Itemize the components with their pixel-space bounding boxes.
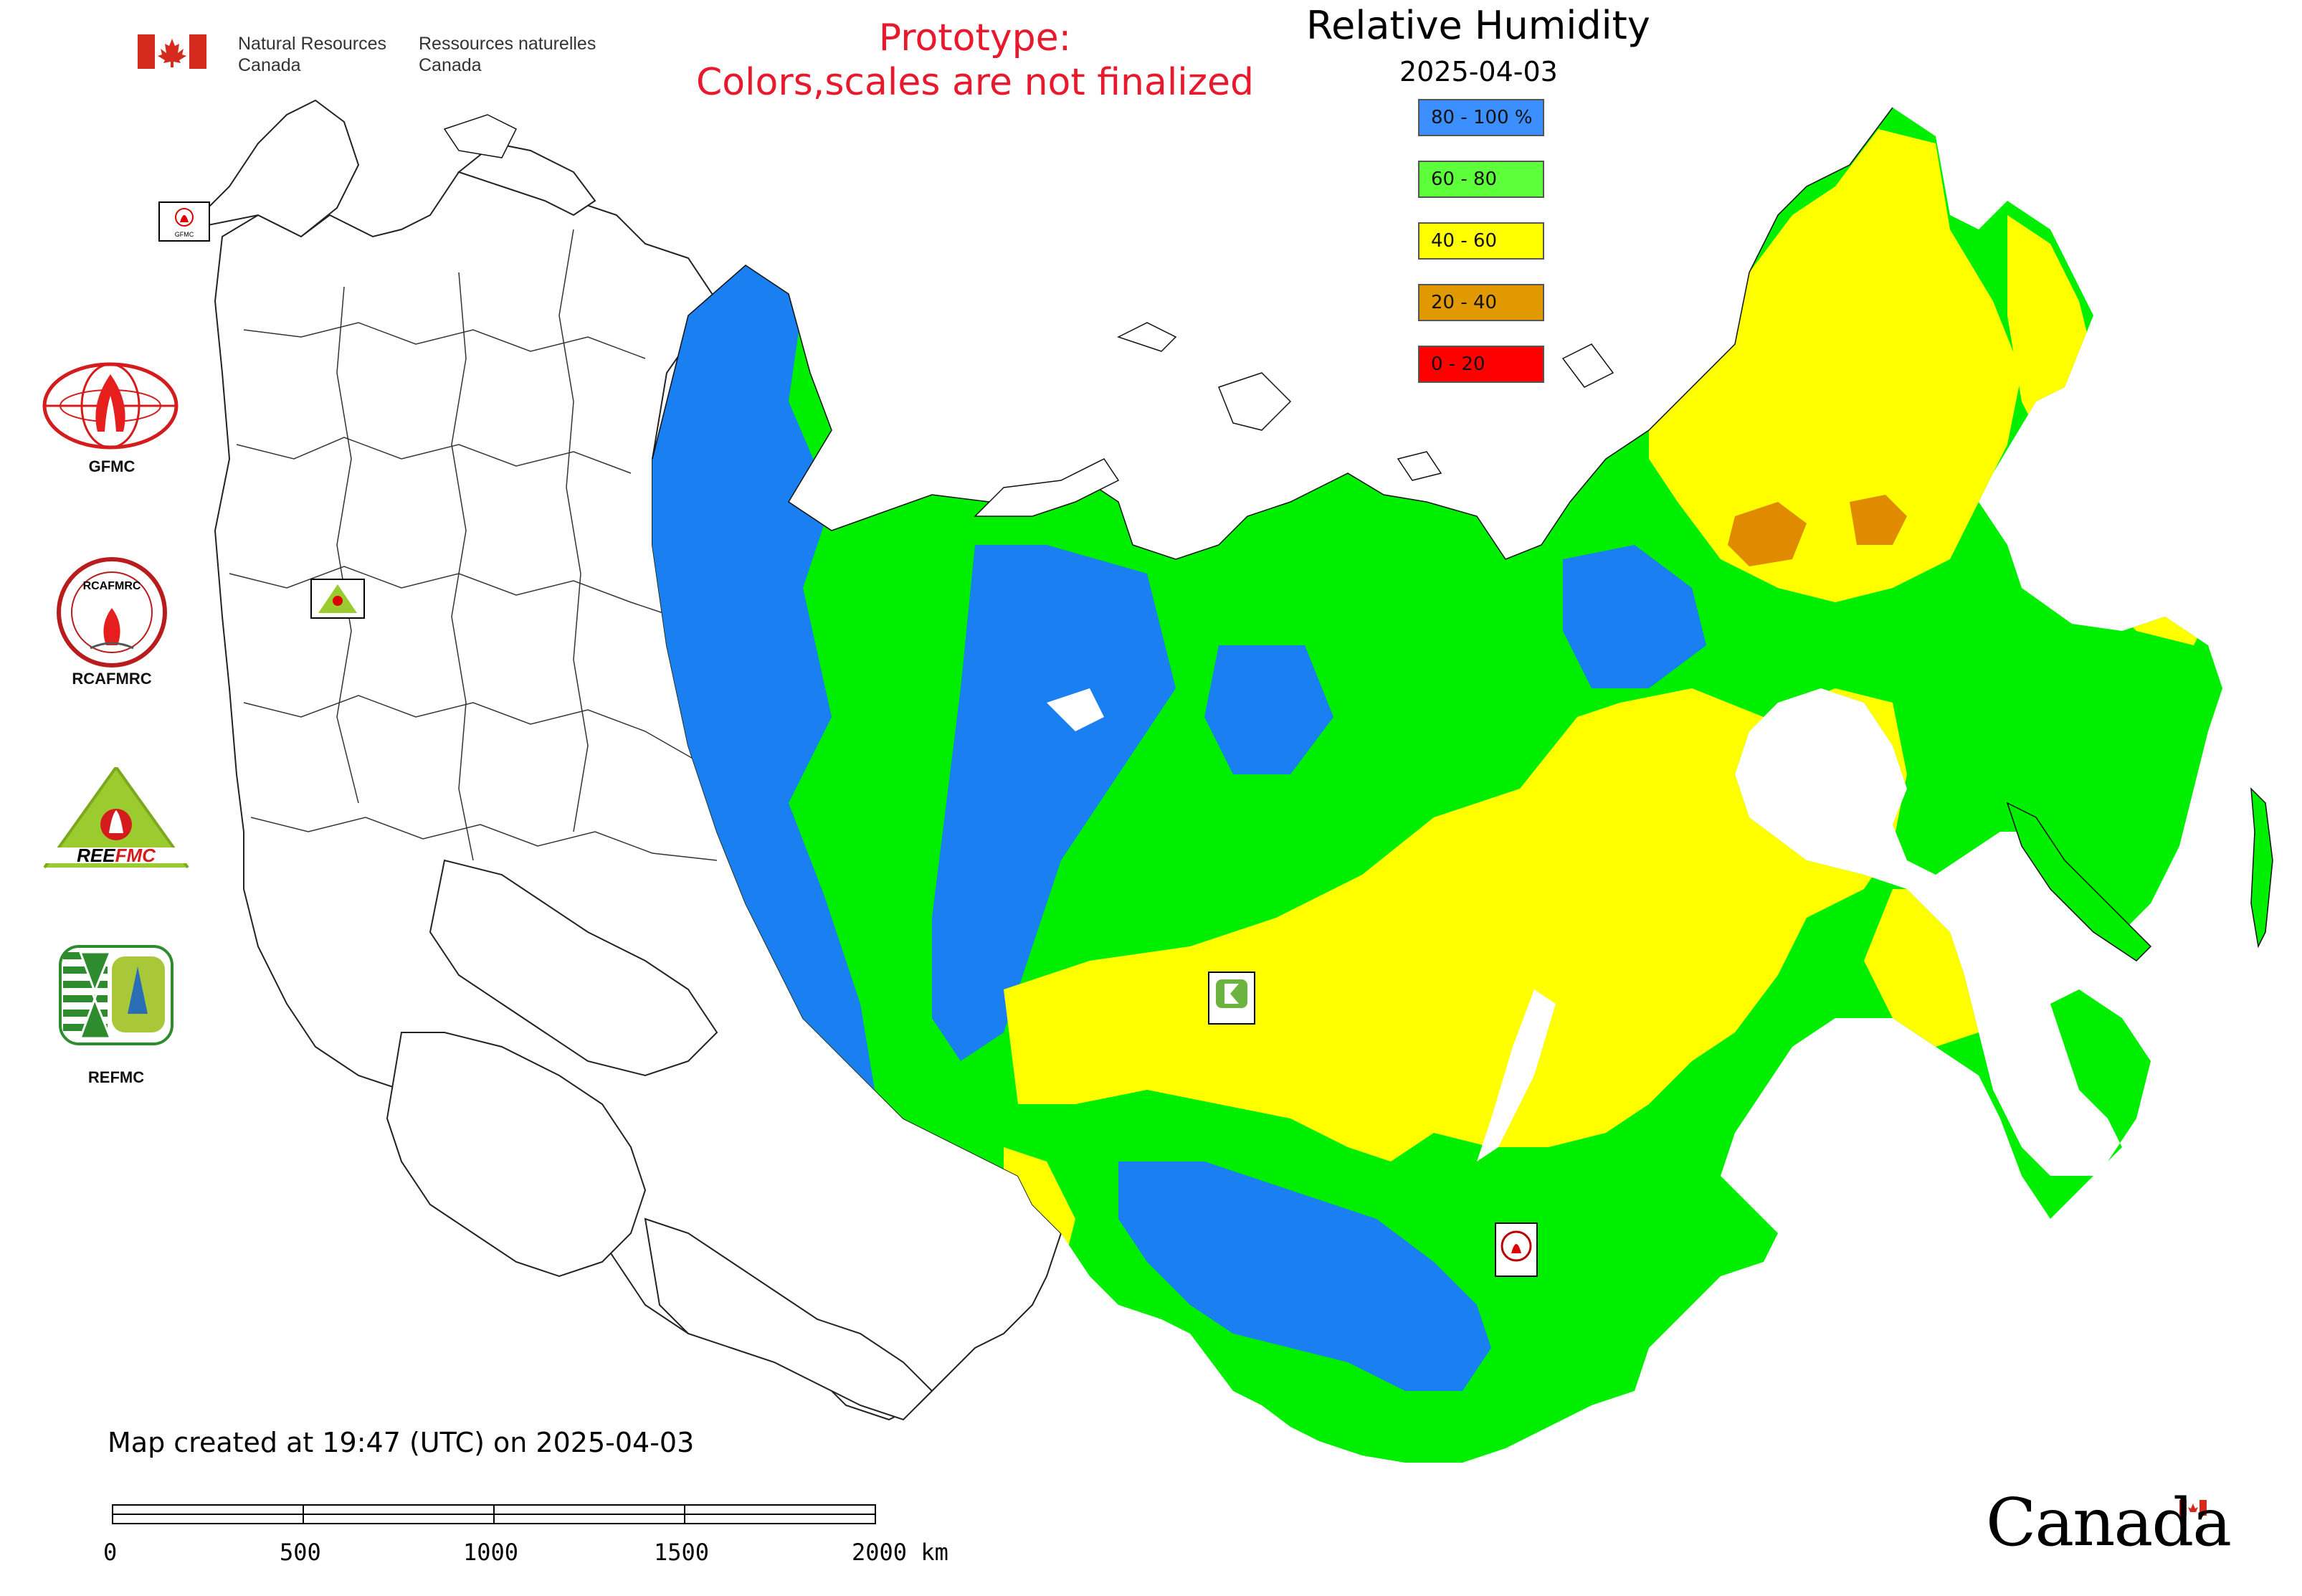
country-outline <box>386 1032 647 1278</box>
svg-text:REEFMC: REEFMC <box>77 845 156 866</box>
water-body <box>1047 688 1104 731</box>
scale-tick-1500: 1500 <box>654 1539 710 1566</box>
gfmc-logo-icon <box>42 362 179 450</box>
logo-refmc-label: REFMC <box>87 1068 145 1086</box>
humidity-band-orange <box>1850 495 1907 545</box>
arctic-islands <box>443 114 1614 517</box>
reefmc-logo-icon: REEFMC <box>37 764 195 869</box>
admin-boundaries <box>229 229 718 861</box>
humidity-band-blue <box>932 545 1176 1061</box>
logo-rcafmrc: RCAFMRC RCAFMRC <box>54 554 176 697</box>
scale-tick-0: 0 <box>103 1539 118 1566</box>
map-date: 2025-04-03 <box>1399 56 1558 87</box>
prototype-notice: Prototype: Colors,scales are not finaliz… <box>681 16 1269 105</box>
department-fr-line1: Ressources naturelles <box>419 34 596 54</box>
canada-wordmark: Canada <box>1986 1484 2232 1561</box>
department-en-line1: Natural Resources <box>238 34 387 54</box>
prototype-line2: Colors,scales are not finalized <box>695 61 1255 104</box>
humidity-band-yellow <box>1649 129 2022 602</box>
country-outline <box>184 99 360 238</box>
legend-item-20-40: 20 - 40 <box>1418 284 1544 321</box>
logo-refmc: REFMC <box>59 945 173 1088</box>
marker-refmc <box>1208 972 1255 1025</box>
gc-signature: Natural Resources Canada Ressources natu… <box>138 33 632 76</box>
scale-bar <box>112 1504 876 1524</box>
marker-reefmc <box>310 579 365 619</box>
logo-gfmc-label: GFMC <box>88 457 135 475</box>
prototype-line1: Prototype: <box>878 16 1072 60</box>
rcafmrc-logo-icon: RCAFMRC <box>57 557 167 668</box>
water-body <box>1477 989 1556 1162</box>
logo-gfmc: GFMC <box>40 360 184 482</box>
background-countries <box>184 99 1062 1421</box>
department-en-line2: Canada <box>238 55 301 75</box>
east-islands <box>2006 787 2273 961</box>
department-fr-line2: Canada <box>419 55 482 75</box>
logo-rcafmrc-label: RCAFMRC <box>72 670 152 688</box>
humidity-band-orange <box>2093 502 2122 538</box>
legend-item-60-80: 60 - 80 <box>1418 161 1544 198</box>
humidity-band-blue <box>1204 645 1333 774</box>
legend-item-40-60: 40 - 60 <box>1418 222 1544 260</box>
coastline <box>652 107 1893 560</box>
country-outline <box>644 1217 933 1421</box>
marker-gfmc: GFMC <box>158 201 210 242</box>
legend-item-0-20: 0 - 20 <box>1418 346 1544 383</box>
scale-tick-1000: 1000 <box>463 1539 519 1566</box>
humidity-band-yellow <box>2007 215 2222 645</box>
map-title: Relative Humidity <box>1306 3 1650 48</box>
department-name-en: Natural Resources Canada <box>238 33 386 76</box>
map-created-timestamp: Map created at 19:47 (UTC) on 2025-04-03 <box>108 1427 695 1458</box>
svg-text:GFMC: GFMC <box>175 231 194 238</box>
scale-tick-2000-km: 2000 km <box>852 1539 948 1566</box>
scale-tick-500: 500 <box>280 1539 321 1566</box>
humidity-band-yellow <box>1004 688 1907 1162</box>
country-outline <box>429 859 718 1077</box>
svg-text:RCAFMRC: RCAFMRC <box>83 580 141 592</box>
humidity-band-blue <box>1563 545 1706 688</box>
refmc-logo-icon <box>59 945 173 1045</box>
canada-wordmark-flag <box>2179 1500 2207 1516</box>
marker-rcafmrc <box>1495 1222 1538 1277</box>
canada-flag-icon <box>138 34 206 69</box>
humidity-band-yellow <box>1864 889 2007 1047</box>
logo-reefmc: REEFMC <box>37 764 195 875</box>
department-name-fr: Ressources naturelles Canada <box>419 33 596 76</box>
humidity-band-blue <box>1118 1162 1491 1391</box>
humidity-band-orange <box>1728 502 1807 566</box>
legend-item-80-100: 80 - 100 % <box>1418 99 1544 136</box>
